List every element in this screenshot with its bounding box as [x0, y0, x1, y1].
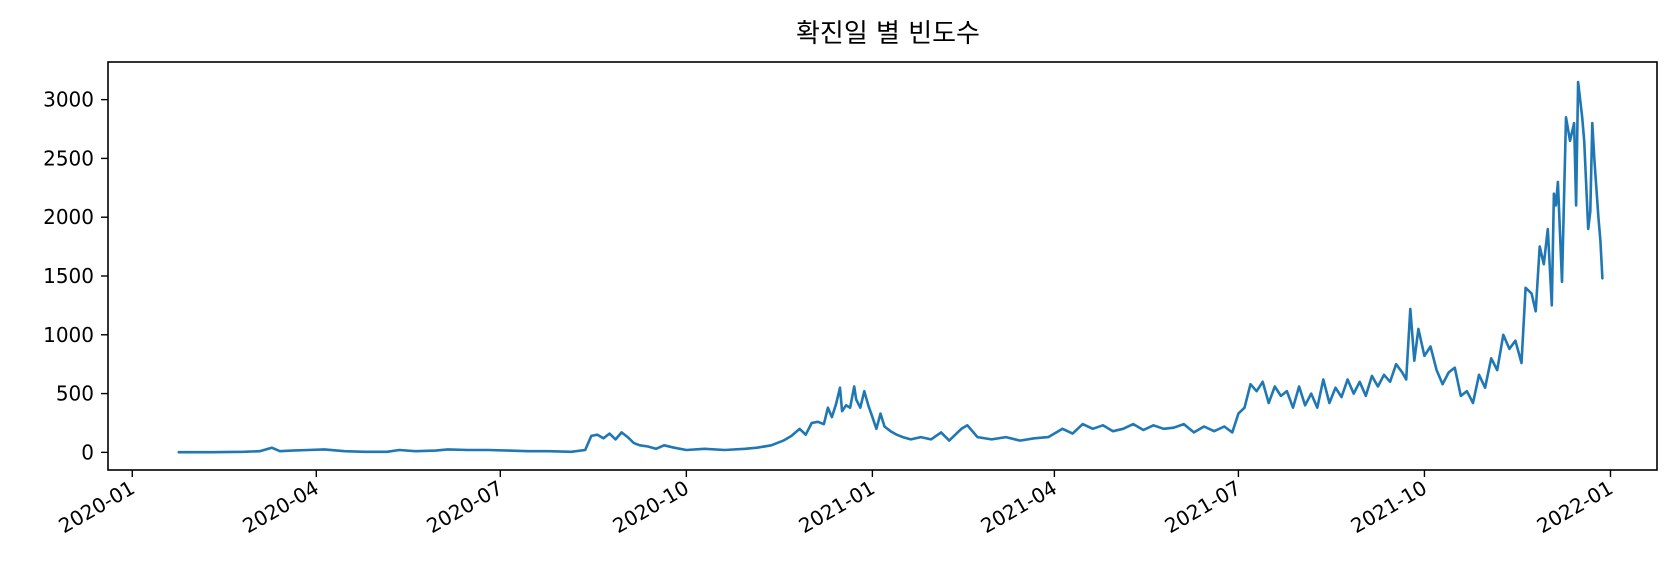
x-axis: 2020-01 2020-04 2020-07 2020-10 2021-01 2021-… — [54, 470, 1617, 538]
plot-area — [177, 80, 1604, 454]
plot-frame — [107, 61, 1658, 471]
y-tick-label: 0 — [81, 440, 94, 464]
x-tick-label: 2021-04 — [977, 476, 1061, 539]
x-tick-label: 2021-01 — [795, 476, 879, 539]
x-tick-label: 2021-10 — [1347, 476, 1431, 539]
series-line — [177, 80, 1604, 454]
x-tick-label: 2021-07 — [1161, 476, 1245, 539]
x-tick-label: 2020-07 — [422, 476, 506, 539]
y-tick-label: 2500 — [43, 146, 94, 170]
x-tick-label: 2022-01 — [1533, 476, 1617, 539]
y-tick-label: 500 — [56, 382, 94, 406]
y-tick-label: 2000 — [43, 205, 94, 229]
x-tick-label: 2020-10 — [608, 476, 692, 539]
x-tick-label: 2020-04 — [238, 476, 322, 539]
y-axis: 0 500 1000 1500 2000 2500 3000 — [43, 88, 108, 464]
x-tick-label: 2020-01 — [54, 476, 138, 539]
chart-title: 확진일 별 빈도수 — [796, 19, 980, 49]
y-tick-label: 1000 — [43, 323, 94, 347]
y-tick-label: 1500 — [43, 264, 94, 288]
y-tick-label: 3000 — [43, 88, 94, 112]
